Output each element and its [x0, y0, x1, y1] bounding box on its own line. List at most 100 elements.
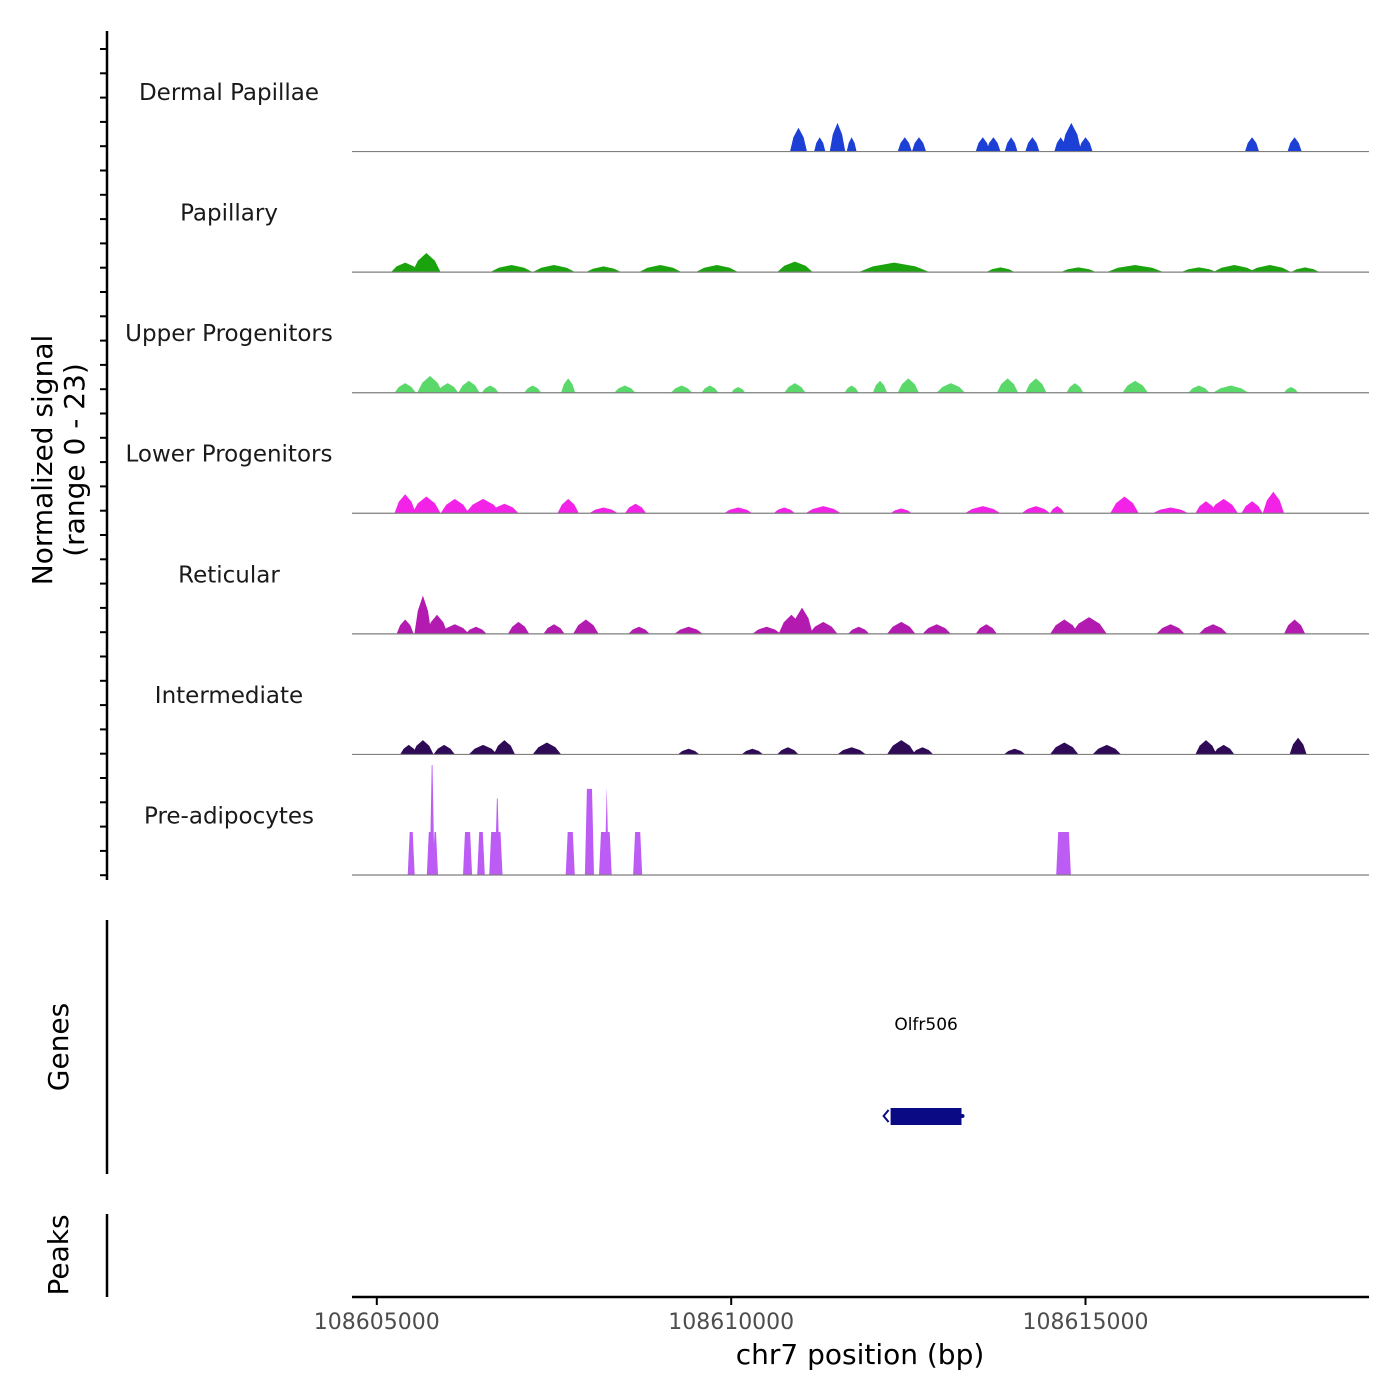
signal-peak [1152, 507, 1189, 514]
x-axis-ticks: 108605000 108610000 108615000 [314, 1297, 1148, 1335]
signal-peak [507, 621, 530, 634]
track-lower-progenitors: Lower Progenitors [126, 442, 1369, 514]
signal-peak [975, 624, 997, 634]
signal-peak [465, 626, 487, 634]
signal-peak [1291, 267, 1320, 273]
signal-peak [911, 137, 927, 152]
signal-peak [777, 261, 813, 273]
signal-peak [741, 748, 764, 755]
signal-peak [414, 595, 432, 634]
signal-peak [396, 619, 414, 634]
signal-bar [633, 832, 643, 875]
signal-peak [1287, 137, 1302, 152]
signal-peak [412, 496, 441, 514]
signal-peak [561, 378, 576, 393]
signal-peak [394, 494, 416, 514]
track-label: Upper Progenitors [125, 321, 333, 347]
signal-peak [1195, 740, 1217, 755]
signal-peak [1241, 501, 1263, 514]
signal-bar [407, 832, 415, 875]
x-axis-title: chr7 position (bp) [736, 1338, 985, 1371]
signal-peak [1025, 378, 1047, 393]
signal-peak [887, 621, 916, 634]
track-label: Pre-adipocytes [144, 803, 314, 829]
signal-peak [724, 507, 753, 514]
signal-peak [897, 137, 912, 152]
signal-peak [846, 137, 857, 152]
signal-peak [433, 744, 455, 755]
signal-peak [1262, 491, 1284, 514]
signal-peak [557, 498, 579, 514]
signal-peak [1213, 265, 1256, 273]
signal-peak [573, 619, 599, 634]
gene-body [890, 1108, 962, 1125]
genes-panel-label: Genes [42, 1003, 75, 1091]
signal-peak [440, 624, 469, 634]
signal-peak [468, 744, 498, 755]
signal-peak [1181, 267, 1217, 273]
signal-peak [628, 626, 650, 634]
gene-strand-arrow [882, 1109, 890, 1123]
track-dermal-papillae: Dermal Papillae [139, 80, 1369, 153]
signal-peak [639, 265, 682, 273]
signal-peak [911, 747, 934, 755]
signal-peak [848, 626, 870, 634]
signal-peak [1021, 506, 1051, 514]
signal-peak [922, 624, 951, 634]
track-label: Papillary [180, 201, 278, 227]
signal-peak [791, 607, 813, 634]
signal-peak [678, 748, 700, 755]
peaks-panel-label: Peaks [42, 1214, 75, 1295]
signal-peak [481, 385, 499, 393]
signal-peak [872, 380, 888, 393]
signal-peak [1248, 265, 1291, 273]
signal-peak [458, 380, 480, 393]
signal-peak [777, 747, 799, 755]
signal-peak [784, 383, 806, 393]
signal-peak [887, 740, 916, 755]
signal-peak [412, 740, 434, 755]
signal-peak [1245, 137, 1260, 152]
signal-peak [1092, 744, 1121, 755]
signal-peak [773, 507, 795, 514]
x-tick-label: 108605000 [314, 1310, 440, 1335]
signal-peak [1122, 380, 1148, 393]
signal-peak [1284, 619, 1306, 634]
signal-peak [465, 498, 501, 514]
signal-peak [532, 265, 576, 273]
track-reticular: Reticular [178, 562, 1369, 635]
signal-peak [752, 626, 781, 634]
signal-peak [1188, 385, 1210, 393]
signal-bar [432, 832, 438, 875]
signal-peak [1106, 265, 1164, 273]
signal-peak [1050, 742, 1079, 755]
signal-peak [897, 378, 919, 393]
signal-peak [805, 506, 841, 514]
signal-peak [1284, 387, 1299, 393]
signal-peak [674, 626, 703, 634]
track-pre-adipocytes: Pre-adipocytes [144, 765, 1369, 876]
signal-peak [1110, 496, 1139, 514]
signal-peak [936, 383, 965, 393]
track-label: Dermal Papillae [139, 80, 319, 106]
track-intermediate: Intermediate [155, 683, 1369, 756]
signal-bar [604, 788, 609, 875]
signal-peak [391, 262, 420, 273]
signal-bar [1056, 832, 1071, 875]
signal-peak [1078, 137, 1093, 152]
coverage-tracks: Dermal Papillae Papillary Upper Progenitor… [125, 80, 1369, 876]
signal-peak [1004, 137, 1018, 152]
signal-bar [584, 788, 594, 875]
signal-peak [1004, 748, 1026, 755]
track-label: Intermediate [155, 683, 303, 709]
signal-peak [1213, 744, 1235, 755]
signal-peak [1050, 619, 1079, 634]
signal-peak [858, 262, 930, 273]
gene-olfr506: Olfr506 [882, 1015, 965, 1125]
signal-peak [440, 498, 469, 514]
signal-peak [1061, 122, 1082, 152]
signal-peak [524, 385, 542, 393]
signal-bar [429, 765, 435, 875]
signal-peak [996, 378, 1019, 393]
